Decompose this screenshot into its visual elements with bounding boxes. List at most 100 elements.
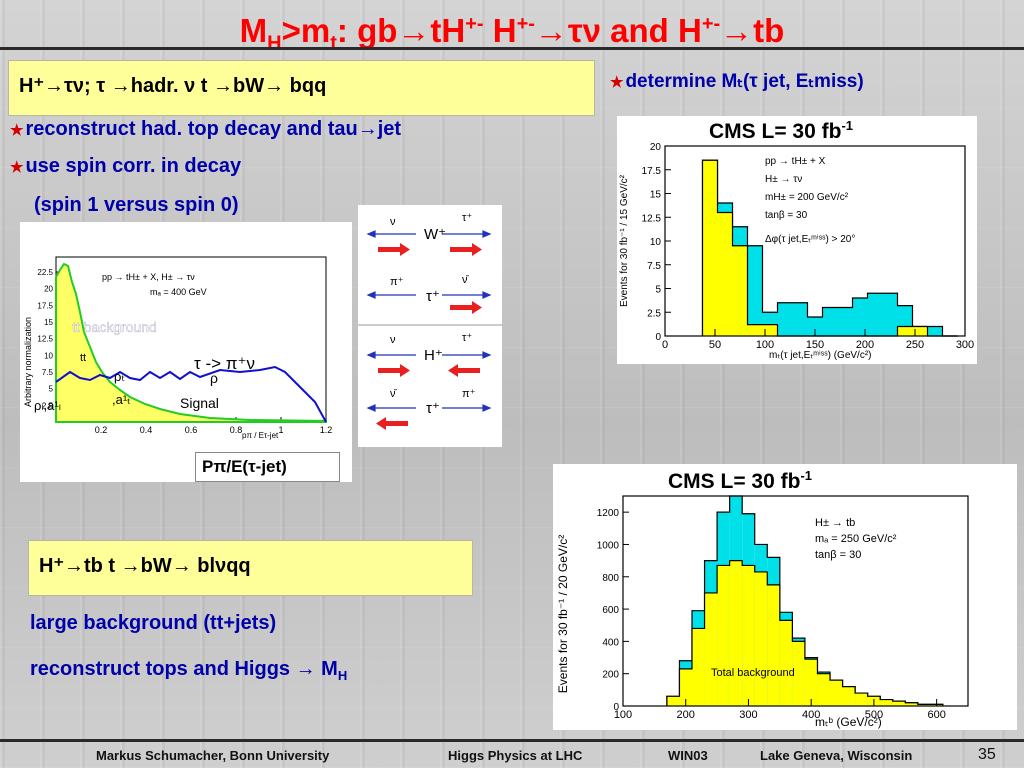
mt-ytick-label: 5 [655, 285, 661, 296]
mtb-ytick-label: 1000 [597, 540, 620, 551]
nu-label-1: ν [390, 216, 396, 228]
mt-ytick-label: 0 [655, 332, 661, 343]
mt-total-bar [882, 293, 898, 336]
polarization-caption: Pπ/E(τ-jet) [202, 457, 287, 476]
mtb-background-bar [729, 560, 743, 706]
footer-event: Higgs Physics at LHC [448, 748, 583, 763]
line-large-background: large background (tt+jets) [30, 612, 277, 634]
mt-histogram-svg: Events for 30 fb⁻¹ / 15 GeV/c² 0 2.5 5 7.5 1… [619, 142, 975, 361]
nubar-label-2: ν̄ [390, 388, 398, 400]
nubar-label-1: ν̄ [462, 274, 470, 286]
star-icon: ★ [10, 122, 24, 139]
mtb-xtick-label: 500 [865, 709, 883, 721]
mt-xtick-label: 50 [709, 339, 721, 351]
mt-total-bar [777, 302, 793, 336]
mt-background-bar [897, 326, 913, 336]
left-plot-xtick-label: 1.2 [320, 425, 333, 435]
left-plot-xtick-label: 1 [278, 425, 283, 435]
mt-ytick-label: 7.5 [647, 261, 661, 272]
mt-total-bar [747, 245, 763, 336]
signal-label: Signal [180, 395, 219, 411]
mtb-background-bar [855, 693, 868, 706]
tau-label-1: τ⁺ [462, 212, 472, 224]
mt-xlabel: mₜ(τ jet,Eₜᵐⁱˢˢ) (GeV/c²) [769, 350, 872, 361]
mtb-ytick-label: 800 [602, 573, 619, 584]
tau-label-2: τ⁺ [426, 288, 440, 305]
polarization-plot: Arbitrary normalization 2.5 5 7.5 10 12.5 15 1… [20, 222, 352, 482]
mt-xtick-label: 150 [806, 339, 824, 351]
mtb-histogram-caption: CMS L= 30 fb-1 [668, 468, 813, 493]
mt-legend-0: pp → tH± + X [765, 156, 826, 167]
mt-xtick-label: 200 [856, 339, 874, 351]
mtb-background-bar [717, 565, 730, 706]
w-label: W⁺ [424, 226, 446, 243]
star-icon: ★ [610, 74, 624, 91]
tt-background-curve [55, 262, 327, 423]
mt-legend-2: mH± = 200 GeV/c² [765, 192, 849, 203]
mtb-xtick-label: 200 [677, 709, 695, 721]
mt-background-bar [747, 324, 763, 336]
decay-box-tb-text: H⁺→tb t →bW→ blνqq [39, 555, 251, 577]
mtb-background-bar [767, 584, 780, 706]
mtb-ytick-label: 400 [602, 637, 619, 648]
rho-t-label: ρₜ [114, 369, 125, 384]
left-plot-ytick-label: 2.5 [42, 401, 54, 410]
mtb-ytick-label: 1200 [597, 508, 620, 519]
mt-legend-4: Δφ(τ jet,Eₜᵐⁱˢˢ) > 20° [765, 234, 855, 245]
mtb-histogram: CMS L= 30 fb-1 Events for 30 fb⁻¹ / 20 G… [553, 464, 1017, 730]
tau-label-4: τ⁺ [426, 400, 440, 417]
footer-rule [0, 739, 1024, 742]
mt-total-bar [807, 317, 823, 336]
star-icon: ★ [10, 159, 24, 176]
mtb-background-bar [892, 701, 906, 706]
spin-diagram-svg: ν W⁺ τ⁺ π⁺ τ⁺ ν̄ ν H⁺ τ⁺ ν̄ τ⁺ π⁺ [358, 212, 502, 430]
mt-ytick-label: 20 [650, 142, 662, 153]
mt-background-bar [762, 324, 778, 336]
mtb-legend-2: tanβ = 30 [815, 549, 861, 561]
mt-xtick-label: 100 [756, 339, 774, 351]
left-plot-ytick-label: 5 [49, 385, 54, 394]
mtb-background-bar [905, 702, 918, 706]
rho-label: ρ [210, 370, 218, 386]
mtb-background-bar [817, 673, 830, 706]
mtb-ytick-label: 200 [602, 670, 619, 681]
h-label: H⁺ [424, 347, 443, 364]
mtb-ytick-label: 600 [602, 605, 619, 616]
left-plot-xtick-label: 0.8 [230, 425, 243, 435]
mt-ytick-label: 10 [650, 237, 662, 248]
polarization-caption-box: Pπ/E(τ-jet) [195, 452, 340, 482]
left-plot-xtick-label: 0.6 [185, 425, 198, 435]
decay-box-tb: H⁺→tb t →bW→ blνqq [28, 540, 473, 596]
mt-xtick-label: 300 [956, 339, 974, 351]
mtb-xtick-label: 100 [614, 709, 632, 721]
decay-label: τ -> π⁺ν [194, 354, 255, 373]
decay-box-tau-text: H⁺→τν; τ →hadr. ν t →bW→ bqq [19, 75, 327, 97]
left-plot-xtick-label: 0.2 [95, 425, 108, 435]
mtb-background-bar [679, 668, 692, 706]
mtb-xtick-label: 300 [739, 709, 757, 721]
left-plot-ytick-label: 20 [44, 285, 53, 294]
footer: Markus Schumacher, Bonn University Higgs… [0, 744, 1024, 768]
rho-l-label: ρₗ,a¹ₗ [34, 398, 61, 413]
bullet-reconstruct: ★ reconstruct had. top decay and tau→jet [10, 118, 402, 140]
mtb-background-bar [666, 696, 680, 706]
mtb-background-bar [804, 659, 818, 706]
pi-label-2: π⁺ [462, 388, 476, 400]
mtb-ytick-label: 0 [613, 702, 619, 713]
mt-legend-1: H± → τν [765, 174, 802, 185]
mt-background-bar [732, 245, 748, 336]
mtb-ylabel: Events for 30 fb⁻¹ / 20 GeV/c² [556, 535, 570, 693]
polarization-plot-svg: Arbitrary normalization 2.5 5 7.5 10 12.5 15 1… [23, 256, 333, 440]
mt-total-bar [867, 293, 883, 336]
mt-total-bar [852, 298, 868, 336]
footer-place: Lake Geneva, Wisconsin [760, 748, 913, 763]
mtb-background-bar [754, 571, 768, 706]
mt-total-bar [837, 307, 853, 336]
mtb-xtick-label: 600 [927, 709, 945, 721]
mtb-background-bar [842, 686, 856, 706]
mtb-background-bar [830, 680, 843, 706]
left-plot-ytick-label: 15 [44, 318, 53, 327]
left-plot-ytick-label: 7.5 [42, 368, 54, 377]
a1-t-label: ,a¹ₜ [112, 392, 131, 407]
